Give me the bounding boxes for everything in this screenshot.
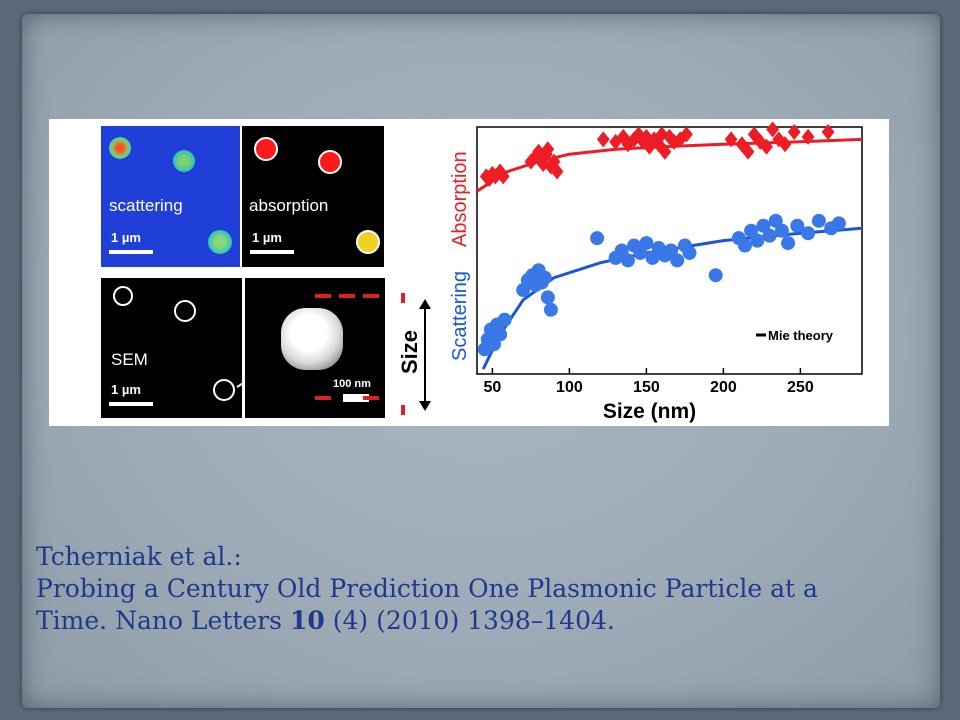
absorption-point: [550, 163, 564, 180]
x-tick-label: 50: [484, 379, 502, 396]
red-dash: [401, 293, 405, 303]
particle-spot: [318, 150, 342, 174]
scattering-point: [620, 253, 635, 268]
scattering-point: [774, 223, 789, 238]
scattering-point: [737, 238, 752, 253]
absorption-point: [760, 138, 773, 155]
fit-line: [476, 137, 863, 193]
scattering-point: [682, 245, 697, 260]
scattering-point: [670, 253, 685, 268]
particle-spot: [109, 137, 131, 159]
particle-image: [281, 308, 343, 370]
scattering-point: [493, 327, 508, 342]
scattering-label: scattering: [109, 196, 183, 215]
absorption-point: [616, 128, 630, 145]
zoom-panel: 100 nm: [245, 278, 385, 418]
sem-label: SEM: [111, 350, 148, 369]
particle-ring: [174, 300, 196, 322]
x-tick-label: 100: [556, 379, 583, 396]
scattering-point: [781, 236, 796, 251]
figure: scattering 1 µm absorption 1 µm SEM 1 µm…: [49, 119, 889, 426]
scattering-point: [811, 213, 826, 228]
scattering-point: [540, 290, 555, 305]
absorption-point: [596, 131, 610, 148]
scattering-point: [750, 233, 765, 248]
legend-label: Mie theory: [768, 328, 834, 343]
x-tick-label: 200: [710, 379, 737, 396]
particle-spot: [356, 230, 380, 254]
x-tick-label: 150: [633, 379, 660, 396]
citation: Tcherniak et al.: Probing a Century Old …: [36, 541, 936, 637]
scale-label: 1 µm: [252, 230, 282, 245]
size-arrow: [419, 299, 431, 411]
absorption-point: [547, 153, 561, 170]
scattering-point: [831, 216, 846, 231]
scattering-point: [708, 268, 723, 283]
absorption-point: [541, 141, 555, 158]
scale-bar: [109, 250, 153, 254]
absorption-label: absorption: [249, 196, 329, 215]
scale-bar: [250, 250, 294, 254]
absorption-point: [821, 123, 835, 140]
absorption-point: [658, 143, 672, 160]
absorption-point: [801, 128, 815, 145]
x-tick-label: 250: [787, 379, 814, 396]
citation-volume: 10: [289, 606, 325, 635]
absorption-point: [544, 158, 558, 175]
scale-bar: [109, 402, 153, 406]
red-dash: [363, 294, 379, 298]
scale-label: 1 µm: [111, 382, 141, 397]
absorption-point: [787, 123, 801, 140]
absorption-point: [532, 143, 545, 160]
absorption-point: [778, 136, 792, 153]
scattering-point: [497, 312, 512, 327]
absorption-panel: absorption 1 µm: [242, 126, 384, 267]
absorption-point: [680, 126, 693, 143]
scattering-point: [801, 226, 816, 241]
scattering-point: [790, 218, 805, 233]
absorption-point: [741, 143, 755, 160]
absorption-point: [643, 138, 656, 155]
x-axis-label: Size (nm): [603, 400, 696, 423]
scale-bar: [343, 394, 369, 402]
citation-line1: Tcherniak et al.:: [36, 542, 242, 571]
absorption-point: [655, 126, 669, 143]
citation-line3-post: (4) (2010) 1398–1404.: [324, 606, 615, 635]
absorption-point: [663, 128, 676, 145]
particle-spot: [208, 230, 232, 254]
scattering-point: [639, 236, 654, 251]
absorption-point: [724, 131, 738, 148]
red-dash: [363, 396, 379, 400]
particle-spot: [254, 137, 278, 161]
absorption-point: [621, 136, 635, 153]
y-label-scattering: Scattering: [449, 271, 471, 361]
scattering-point: [590, 231, 605, 246]
absorption-point: [489, 168, 502, 185]
particle-spot: [173, 150, 195, 172]
size-indicator: Size: [387, 289, 437, 419]
scattering-point: [543, 302, 558, 317]
citation-line2: Probing a Century Old Prediction One Pla…: [36, 574, 818, 603]
red-dash: [315, 396, 331, 400]
particle-ring: [213, 379, 235, 401]
absorption-point: [496, 168, 510, 185]
red-dash: [401, 405, 405, 415]
scale-label: 100 nm: [333, 378, 371, 390]
y-label-absorption: Absorption: [449, 151, 471, 247]
plot-frame: [476, 126, 863, 375]
citation-line3-pre: Time. Nano Letters: [36, 606, 290, 635]
scattering-panel: scattering 1 µm: [101, 126, 240, 267]
scattering-point: [762, 228, 777, 243]
absorption-point: [667, 133, 681, 150]
red-dash: [339, 294, 355, 298]
particle-ring: [113, 286, 133, 306]
absorption-point: [753, 133, 767, 150]
scattering-point: [537, 270, 552, 285]
citation-line3: Time. Nano Letters 10 (4) (2010) 1398–14…: [36, 605, 936, 637]
size-chart: 50 100 150 200 250 Size (nm) Absorption Scatter…: [449, 121, 863, 423]
red-dash: [315, 294, 331, 298]
absorption-point: [735, 136, 749, 153]
sem-panel: SEM 1 µm: [101, 278, 242, 418]
scale-label: 1 µm: [111, 230, 141, 245]
